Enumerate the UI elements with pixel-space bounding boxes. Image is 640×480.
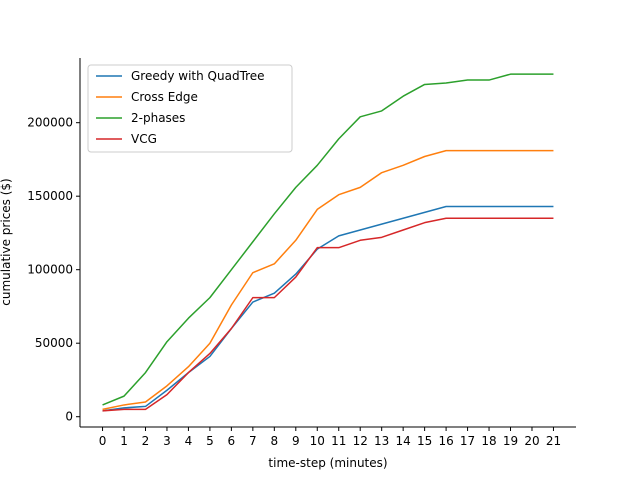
x-tick-label: 4 xyxy=(185,434,193,448)
legend-label: VCG xyxy=(131,132,157,146)
x-tick-label: 14 xyxy=(396,434,411,448)
series-line-1 xyxy=(102,149,554,411)
x-tick-label: 8 xyxy=(271,434,279,448)
x-tick-label: 21 xyxy=(546,434,561,448)
x-tick-label: 3 xyxy=(163,434,171,448)
y-tick-label: 50000 xyxy=(35,336,73,350)
x-tick-label: 0 xyxy=(99,434,107,448)
x-tick-label: 7 xyxy=(249,434,257,448)
x-tick-label: 5 xyxy=(206,434,214,448)
y-tick-label: 200000 xyxy=(27,116,73,130)
y-axis-ticks: 0 50000 100000 150000 200000 xyxy=(27,116,80,424)
legend: Greedy with QuadTree Cross Edge 2-phases VC… xyxy=(87,64,293,153)
x-tick-label: 20 xyxy=(524,434,539,448)
y-tick-label: 150000 xyxy=(27,189,73,203)
x-axis-ticks: 0 1 2 3 4 5 6 7 8 9 10 11 12 13 14 15 16 17 18 19 20 21 xyxy=(99,427,561,448)
series-line-3 xyxy=(102,217,554,412)
legend-label: Greedy with QuadTree xyxy=(131,69,265,83)
x-tick-label: 10 xyxy=(310,434,325,448)
x-tick-label: 19 xyxy=(503,434,518,448)
x-tick-label: 18 xyxy=(481,434,496,448)
x-tick-label: 6 xyxy=(228,434,236,448)
x-tick-label: 12 xyxy=(353,434,368,448)
x-tick-label: 13 xyxy=(374,434,389,448)
x-tick-label: 16 xyxy=(438,434,453,448)
x-tick-label: 2 xyxy=(142,434,150,448)
series-line-0 xyxy=(102,205,554,412)
y-axis-label: cumulative prices ($) xyxy=(0,178,13,305)
legend-label: Cross Edge xyxy=(131,90,198,104)
x-axis-label: time-step (minutes) xyxy=(268,456,387,470)
legend-label: 2-phases xyxy=(131,111,185,125)
y-tick-label: 0 xyxy=(65,410,73,424)
series-line-2 xyxy=(102,73,554,406)
x-tick-label: 9 xyxy=(292,434,300,448)
x-tick-label: 17 xyxy=(460,434,475,448)
x-tick-label: 1 xyxy=(120,434,128,448)
x-tick-label: 15 xyxy=(417,434,432,448)
y-tick-label: 100000 xyxy=(27,263,73,277)
x-tick-label: 11 xyxy=(331,434,346,448)
legend-box xyxy=(87,64,293,153)
plot-marks xyxy=(102,73,554,412)
